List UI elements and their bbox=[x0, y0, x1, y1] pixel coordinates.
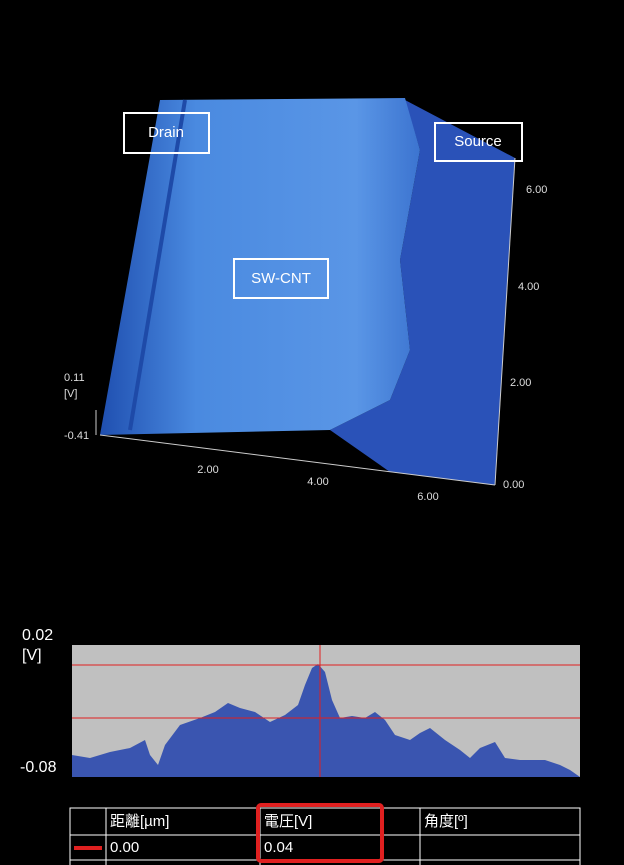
y-tick-label: 0.00 bbox=[503, 479, 524, 491]
axis-x bbox=[99, 434, 496, 486]
surface-right bbox=[330, 100, 515, 485]
profile-unit: [V] bbox=[22, 647, 42, 664]
label: Drain bbox=[148, 124, 184, 141]
highlight-box bbox=[256, 803, 384, 863]
profile-min: -0.08 bbox=[20, 759, 57, 776]
y-tick-label: 2.00 bbox=[510, 377, 531, 389]
table-header: 電圧[V] bbox=[264, 813, 312, 830]
label-box bbox=[123, 112, 210, 154]
x-tick-label: 6.00 bbox=[417, 491, 438, 503]
table-cell: 0.00 bbox=[110, 839, 139, 856]
x-tick-label: 4.00 bbox=[307, 476, 328, 488]
label-box bbox=[434, 122, 523, 162]
y-tick-label: 4.00 bbox=[518, 281, 539, 293]
z-label: -0.41 bbox=[64, 430, 89, 442]
profile-max: 0.02 bbox=[22, 627, 53, 644]
table-header: 距離[µm] bbox=[110, 812, 169, 830]
edge bbox=[128, 99, 187, 431]
z-label: 0.11 bbox=[64, 372, 85, 384]
table-header: 角度[º] bbox=[424, 813, 468, 830]
y-tick-label: 6.00 bbox=[526, 184, 547, 196]
z-unit: [V] bbox=[64, 388, 77, 400]
surface-main bbox=[100, 98, 420, 435]
axis-y bbox=[494, 157, 516, 486]
table-cell: 0.04 bbox=[264, 839, 293, 856]
label: SW-CNT bbox=[251, 270, 311, 287]
profile-curve bbox=[72, 664, 580, 777]
label-box bbox=[233, 258, 329, 299]
label: Source bbox=[454, 133, 502, 150]
x-tick-label: 2.00 bbox=[197, 464, 218, 476]
